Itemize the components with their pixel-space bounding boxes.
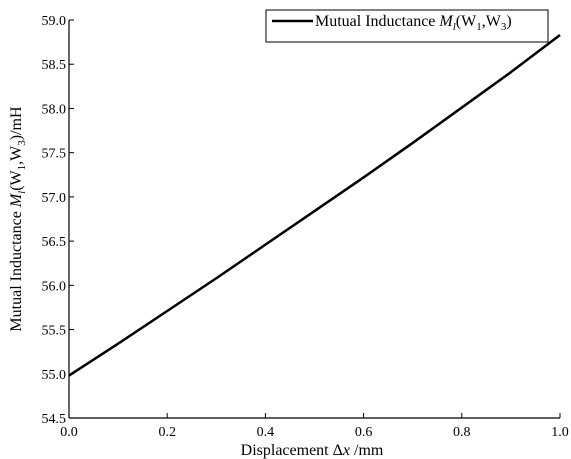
x-tick-label: 1.0 <box>551 425 569 440</box>
y-tick-label: 57.5 <box>42 147 67 162</box>
y-tick-label: 56.0 <box>42 279 67 294</box>
y-ticks: 54.5 55.0 55.5 56.0 56.5 57.0 57.5 58.0 58.5 59.0 <box>42 14 74 427</box>
series-layer <box>68 34 561 377</box>
x-tick-label: 0.0 <box>60 425 78 440</box>
x-axis-label: Displacement Δx /mm <box>241 442 384 459</box>
legend: Mutual Inductance Ml(W1,W3) <box>265 9 549 43</box>
legend-label: Mutual Inductance Ml(W1,W3) <box>315 13 512 33</box>
x-tick-label: 0.6 <box>355 425 373 440</box>
legend-box <box>265 9 549 43</box>
y-tick-label: 55.5 <box>42 324 67 339</box>
x-ticks: 0.0 0.2 0.4 0.6 0.8 1.0 <box>60 413 569 440</box>
y-tick-label: 55.0 <box>42 368 67 383</box>
series-line <box>68 34 561 377</box>
y-tick-label: 58.5 <box>42 58 67 73</box>
x-tick-label: 0.8 <box>453 425 471 440</box>
y-tick-label: 57.0 <box>42 191 67 206</box>
x-tick-label: 0.2 <box>158 425 176 440</box>
x-tick-label: 0.4 <box>257 425 275 440</box>
y-tick-label: 59.0 <box>42 14 67 29</box>
y-axis-label: Mutual Inductance Ml(W1,W3)/mH <box>8 106 28 332</box>
y-tick-label: 54.5 <box>42 412 67 427</box>
y-tick-label: 56.5 <box>42 235 67 250</box>
y-tick-label: 58.0 <box>42 102 67 117</box>
